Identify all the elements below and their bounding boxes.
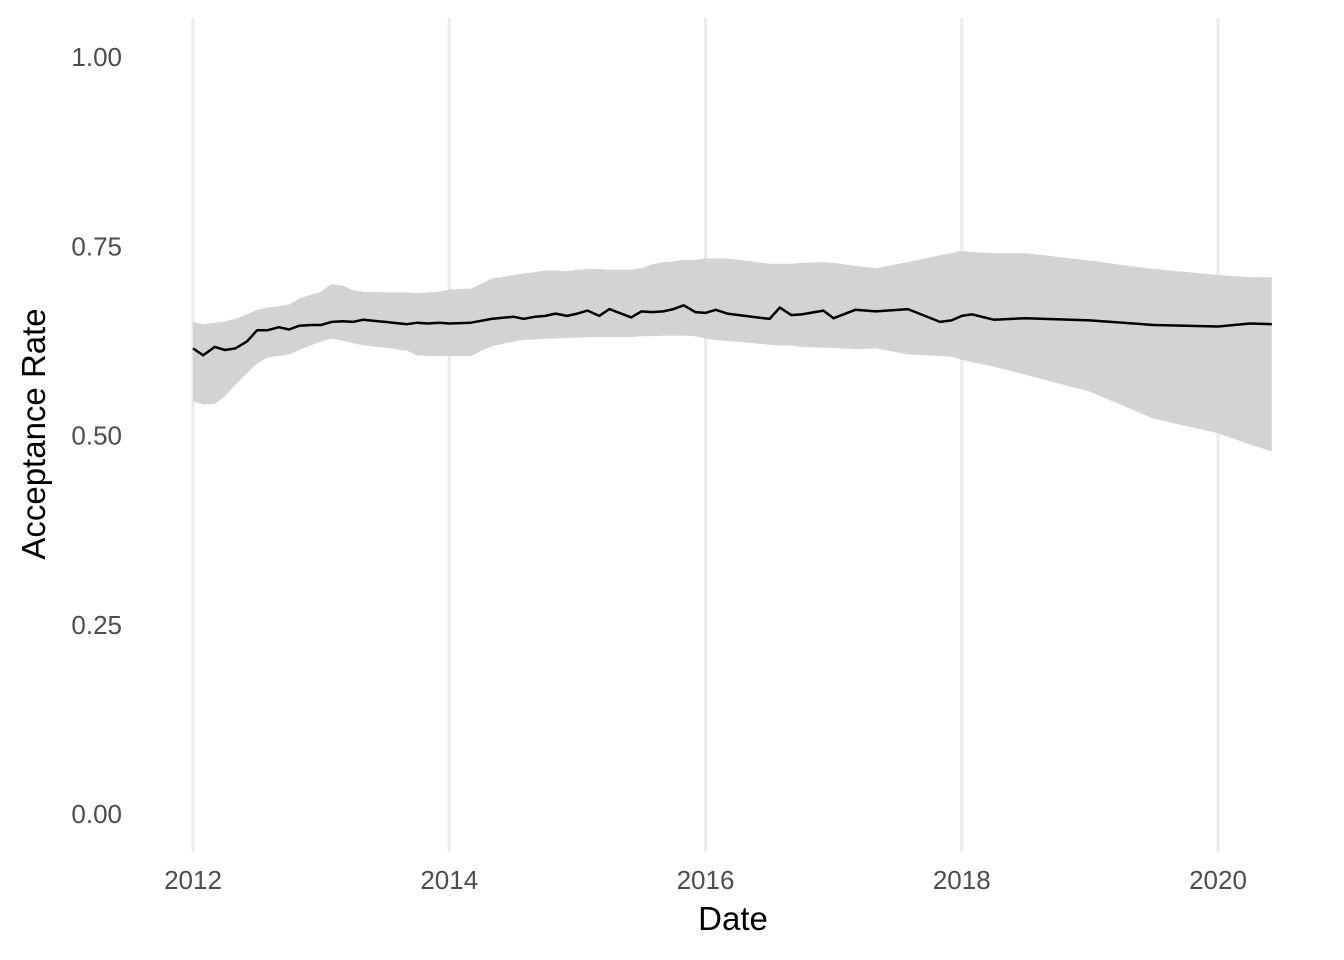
y-tick-label-0.00: 0.00: [71, 799, 122, 829]
y-axis-title: Acceptance Rate: [15, 308, 52, 559]
y-tick-label-0.75: 0.75: [71, 231, 122, 261]
x-tick-labels: 2012 2014 2016 2018 2020: [164, 865, 1247, 895]
gridlines: [191, 18, 1220, 852]
y-tick-label-0.25: 0.25: [71, 610, 122, 640]
y-tick-label-0.50: 0.50: [71, 421, 122, 451]
x-tick-label-2012: 2012: [164, 865, 222, 895]
y-tick-label-1.00: 1.00: [71, 42, 122, 72]
x-tick-label-2014: 2014: [420, 865, 478, 895]
x-axis-title: Date: [698, 900, 768, 937]
y-tick-labels: 0.00 0.25 0.50 0.75 1.00: [71, 42, 122, 829]
series-line-layer: [192, 304, 1272, 357]
confidence-ribbon-layer: [193, 250, 1272, 452]
x-tick-label-2018: 2018: [933, 865, 991, 895]
x-tick-label-2016: 2016: [677, 865, 735, 895]
confidence-ribbon: [193, 250, 1272, 452]
x-tick-label-2020: 2020: [1189, 865, 1247, 895]
acceptance-rate-line: [192, 304, 1272, 357]
